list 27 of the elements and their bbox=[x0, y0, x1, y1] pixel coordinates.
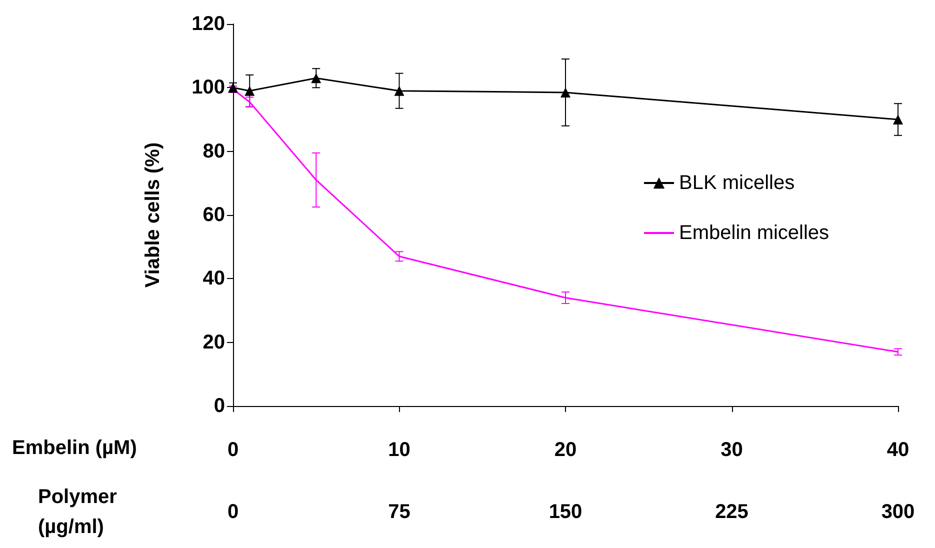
x2-tick-label: 225 bbox=[715, 501, 748, 523]
legend-label: Embelin micelles bbox=[679, 222, 830, 244]
point bbox=[560, 87, 570, 98]
x-tick-label: 40 bbox=[886, 439, 910, 461]
x2-tick-label: 300 bbox=[881, 501, 915, 523]
point bbox=[311, 73, 322, 84]
x2-tick-label: 0 bbox=[227, 501, 239, 523]
y-axis-title: Viable cells (%) bbox=[142, 142, 164, 288]
point bbox=[893, 114, 903, 124]
point bbox=[244, 86, 255, 96]
y-tick-label: 0 bbox=[214, 395, 225, 417]
y-tick-label: 100 bbox=[192, 76, 225, 99]
x2-tick-label: 75 bbox=[388, 501, 410, 523]
x-axis-title: Embelin (µM) bbox=[12, 437, 137, 459]
x2-axis-title: Polymer (µg/ml) bbox=[38, 486, 118, 538]
point bbox=[394, 86, 404, 96]
x-tick-label: 0 bbox=[227, 439, 239, 461]
y-tick-label: 40 bbox=[202, 268, 225, 290]
y-tick-label: 60 bbox=[202, 204, 225, 226]
x-tick-label: 20 bbox=[554, 439, 577, 461]
y-tick-label: 80 bbox=[202, 140, 225, 162]
x-tick-label: 10 bbox=[388, 439, 410, 461]
legend-label: BLK micelles bbox=[679, 172, 795, 194]
y-tick-label: 120 bbox=[192, 13, 225, 35]
x-tick-label: 30 bbox=[720, 439, 743, 461]
y-tick-label: 20 bbox=[202, 331, 225, 354]
x2-tick-label: 150 bbox=[548, 501, 582, 523]
